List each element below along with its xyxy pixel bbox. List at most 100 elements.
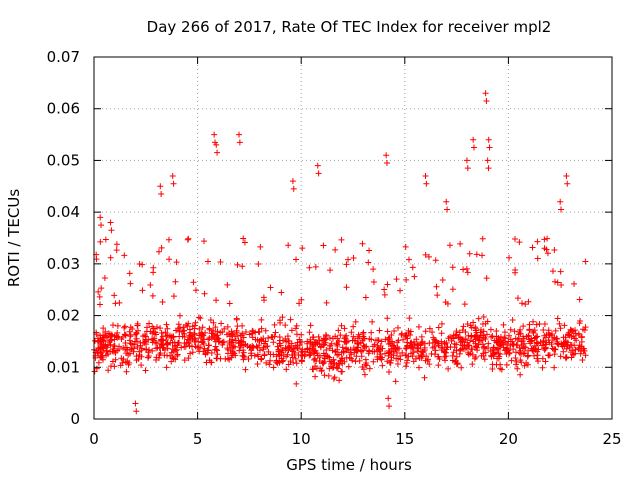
data-point	[195, 314, 202, 321]
data-point	[288, 346, 295, 353]
data-point	[392, 345, 399, 352]
data-point	[345, 256, 352, 263]
data-point	[288, 327, 295, 334]
data-point	[524, 361, 531, 368]
data-point	[250, 343, 257, 350]
data-point	[577, 350, 584, 357]
data-point	[441, 339, 448, 346]
data-point	[370, 266, 377, 273]
data-point	[505, 338, 512, 345]
data-point	[312, 263, 319, 270]
data-point	[462, 335, 469, 342]
data-point	[184, 236, 191, 243]
data-point	[277, 342, 284, 349]
axis-ticks: 0 5 10 15 20 25 0 0.01 0.02 0.03 0.04 0.05 0.06 0.07	[47, 48, 622, 448]
data-point	[96, 293, 103, 300]
data-point	[452, 332, 459, 339]
data-point	[326, 335, 333, 342]
y-tick-label: 0.01	[47, 358, 80, 376]
data-point	[214, 336, 221, 343]
data-point	[475, 315, 482, 322]
data-point	[98, 222, 105, 229]
data-point	[316, 354, 323, 361]
data-point	[187, 335, 194, 342]
data-point	[121, 331, 128, 338]
data-point	[185, 235, 192, 242]
data-point	[455, 334, 462, 341]
data-point	[191, 325, 198, 332]
data-point	[258, 356, 265, 363]
data-point	[240, 235, 247, 242]
x-axis-label: GPS time / hours	[286, 456, 412, 474]
data-point	[325, 372, 332, 379]
data-point	[261, 351, 268, 358]
data-point	[506, 349, 513, 356]
data-point	[350, 323, 357, 330]
data-point	[244, 343, 251, 350]
data-point	[359, 364, 366, 371]
x-tick-label: 25	[602, 430, 621, 448]
data-point	[290, 359, 297, 366]
data-point	[267, 284, 274, 291]
data-point	[509, 317, 516, 324]
data-point	[492, 349, 499, 356]
data-point	[275, 348, 282, 355]
data-point	[265, 348, 272, 355]
data-point	[149, 335, 156, 342]
data-point	[158, 191, 165, 198]
data-point	[147, 281, 154, 288]
data-point	[386, 368, 392, 375]
data-point	[360, 335, 367, 342]
data-point	[121, 324, 128, 331]
data-point	[187, 350, 194, 357]
data-point	[122, 346, 129, 353]
data-point	[409, 353, 416, 360]
data-point	[498, 366, 505, 373]
data-point	[343, 284, 350, 291]
data-point	[111, 342, 118, 349]
data-point	[412, 355, 419, 362]
data-point	[331, 374, 338, 381]
data-point	[334, 343, 341, 350]
data-point	[158, 337, 165, 344]
data-point	[135, 327, 142, 334]
data-point	[141, 332, 148, 339]
data-point	[226, 300, 233, 307]
data-point	[414, 348, 421, 355]
y-axis-label: ROTI / TECUs	[5, 189, 23, 287]
data-point	[240, 342, 247, 349]
data-point	[207, 316, 214, 323]
data-point	[144, 324, 151, 331]
y-tick-label: 0.04	[47, 203, 80, 221]
data-point	[422, 172, 429, 179]
data-point	[562, 339, 569, 346]
data-point	[561, 322, 568, 329]
data-point	[529, 244, 536, 251]
data-point	[210, 327, 217, 334]
data-point	[493, 327, 500, 334]
data-point	[558, 281, 565, 288]
data-point	[405, 256, 412, 263]
data-point	[241, 239, 248, 246]
data-point	[402, 363, 409, 370]
data-point	[360, 329, 367, 336]
data-point	[236, 139, 243, 146]
data-point	[582, 258, 589, 265]
data-point	[449, 352, 456, 359]
data-point	[473, 332, 480, 339]
data-point	[425, 356, 432, 363]
data-point	[514, 342, 521, 349]
data-point	[203, 359, 210, 366]
data-point	[181, 327, 188, 334]
data-point	[178, 344, 185, 351]
data-point	[495, 355, 502, 362]
data-point	[519, 345, 526, 352]
data-point	[348, 351, 355, 358]
data-point	[127, 340, 134, 347]
data-point	[197, 315, 204, 322]
data-point	[568, 354, 575, 361]
data-point	[138, 345, 145, 352]
data-point	[477, 337, 484, 344]
data-point	[116, 299, 123, 306]
